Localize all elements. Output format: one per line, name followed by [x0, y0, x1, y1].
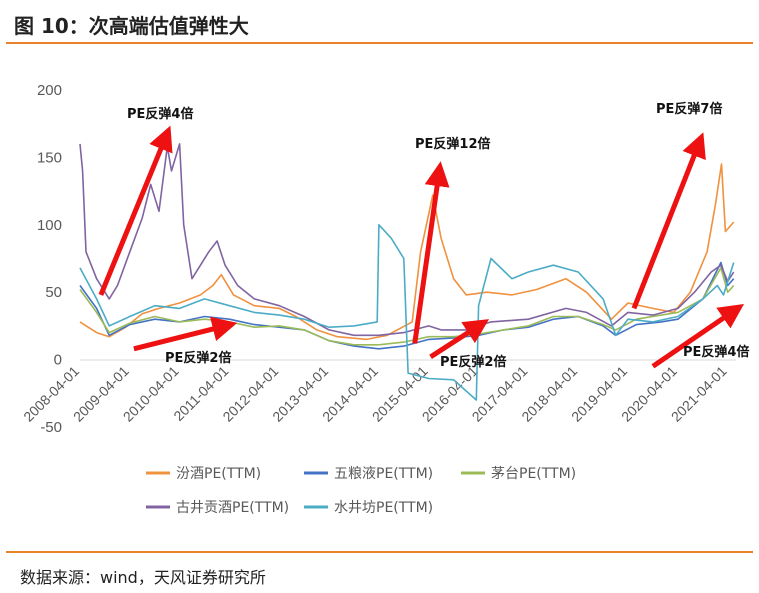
y-tick-label: -50	[40, 419, 62, 436]
y-tick-label: 100	[37, 217, 62, 234]
legend-label: 水井坊PE(TTM)	[334, 500, 433, 516]
y-tick-label: 0	[54, 352, 62, 369]
legend-label: 古井贡酒PE(TTM)	[176, 500, 289, 516]
source-note: 数据来源：wind，天风证券研究所	[20, 568, 266, 587]
series-layer	[79, 143, 735, 401]
series-line-4	[79, 143, 735, 337]
legend: 汾酒PE(TTM) 五粮液PE(TTM) 茅台PE(TTM) 古井贡酒PE(TTM) 水…	[146, 466, 576, 516]
annotation-label: PE反弹2倍	[440, 354, 506, 370]
red-arrow-1	[98, 125, 173, 296]
y-tick-label: 50	[45, 284, 62, 301]
legend-label: 汾酒PE(TTM)	[176, 466, 261, 482]
red-arrow-6	[651, 304, 744, 369]
line-chart: -50 0 50 100 150 200 2008-04-012009-04-012010…	[20, 82, 749, 516]
red-arrow-3	[412, 161, 450, 344]
top-divider	[6, 42, 753, 44]
red-arrow-2	[133, 316, 238, 352]
y-tick-label: 200	[37, 82, 62, 99]
bottom-divider	[6, 551, 753, 553]
legend-label: 五粮液PE(TTM)	[334, 466, 433, 482]
y-axis: -50 0 50 100 150 200	[37, 82, 62, 436]
annotation-label: PE反弹7倍	[656, 101, 722, 117]
annotation-label: PE反弹2倍	[165, 350, 231, 366]
red-arrow-4	[429, 319, 490, 360]
series-line-3	[79, 267, 735, 346]
annotations-layer: PE反弹4倍 PE反弹2倍 PE反弹12倍 PE反弹2倍 PE反弹7倍 PE反弹4倍	[127, 101, 749, 370]
arrows-layer	[98, 125, 744, 369]
x-axis: 2008-04-012009-04-012010-04-012011-04-01…	[20, 363, 730, 425]
figure-title: 图 10：次高端估值弹性大	[14, 14, 249, 38]
annotation-label: PE反弹12倍	[415, 136, 491, 152]
y-tick-label: 150	[37, 149, 62, 166]
series-line-5	[79, 224, 735, 401]
red-arrow-5	[631, 132, 706, 310]
annotation-label: PE反弹4倍	[683, 344, 749, 360]
legend-label: 茅台PE(TTM)	[491, 466, 576, 482]
annotation-label: PE反弹4倍	[127, 106, 193, 122]
